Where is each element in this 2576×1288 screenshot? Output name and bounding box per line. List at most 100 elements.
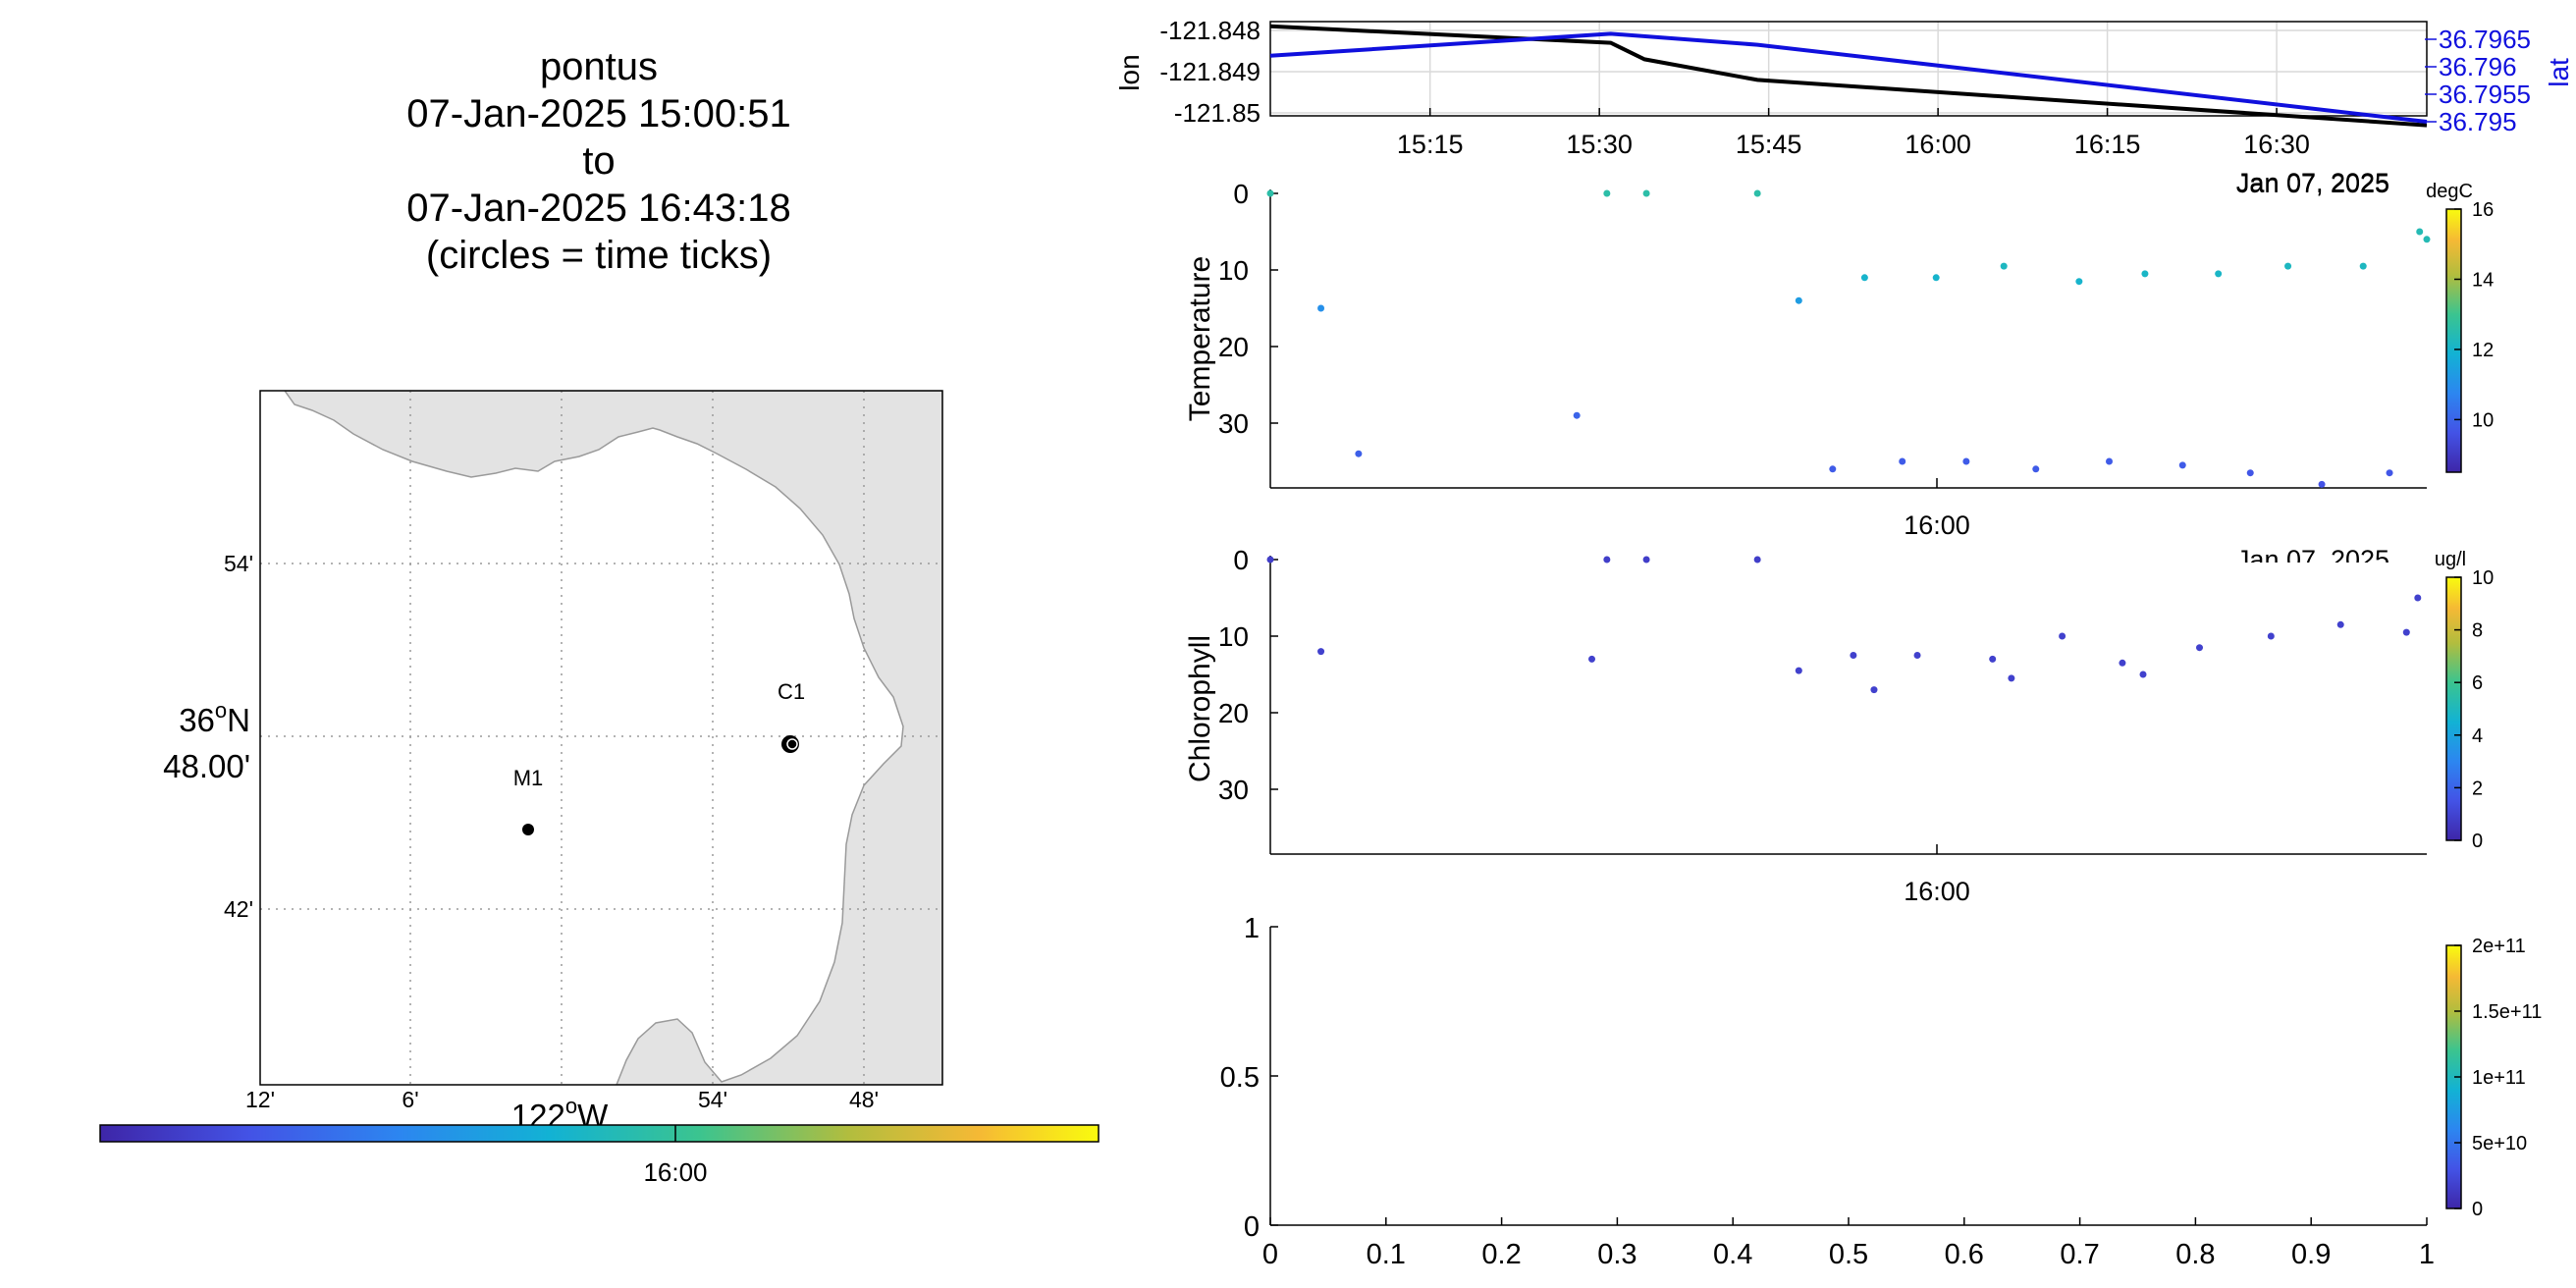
chlorophyll-data-point <box>2402 628 2410 636</box>
land-mass <box>284 391 942 1085</box>
temperature-data-point <box>1355 450 1363 457</box>
temperature-data-point <box>2215 270 2223 278</box>
chlorophyll-y-tick-label: 0 <box>1233 545 1249 575</box>
temperature-data-point <box>2423 236 2431 243</box>
temperature-data-point <box>2032 465 2040 473</box>
chlorophyll-data-point <box>1870 686 1878 694</box>
chlorophyll-data-point <box>2414 594 2422 602</box>
chlorophyll-x-tick-label: 16:00 <box>1904 877 1970 906</box>
chlorophyll-colorbar-tick-label: 10 <box>2472 567 2494 589</box>
lon-tick-label: -121.848 <box>1159 16 1261 45</box>
plot-title: pontus 07-Jan-2025 15:00:51 to 07-Jan-20… <box>167 43 1031 279</box>
temperature-data-point <box>1860 274 1868 282</box>
empty-colorbar-tick-label: 0 <box>2472 1199 2483 1220</box>
chlorophyll-colorbar-tick-label: 4 <box>2472 725 2483 747</box>
map-border <box>259 390 943 1086</box>
title-line: to <box>582 139 616 183</box>
chlorophyll-data-point <box>1317 648 1325 656</box>
map-grid <box>260 391 942 1085</box>
title-line: 07-Jan-2025 16:43:18 <box>406 187 791 230</box>
temperature-colorbar-tick-label: 10 <box>2472 409 2494 431</box>
temperature-colorbar-tick-label: 16 <box>2472 199 2494 221</box>
chlorophyll-colorbar-tick-label: 6 <box>2472 672 2483 694</box>
empty-colorbar-tick-label: 2e+11 <box>2472 936 2526 957</box>
temperature-y-tick-label: 0 <box>1233 179 1249 209</box>
empty-x-tick-label: 0.7 <box>2060 1239 2099 1270</box>
empty-x-tick-label: 0.8 <box>2175 1239 2215 1270</box>
lonlat-panel: lon lat 15:15 15:30 15:45 16:00 16:15 16:30 -1… <box>1114 16 2574 198</box>
track-time-tick-circle <box>786 738 798 750</box>
temperature-data-point <box>1317 304 1325 312</box>
empty-y-tick-label: 0 <box>1244 1211 1260 1243</box>
lat-axis-label: lat <box>2544 58 2574 87</box>
temperature-data-point <box>1603 189 1611 197</box>
chlorophyll-data-point <box>2336 620 2344 628</box>
chlorophyll-data-point <box>1913 652 1921 659</box>
temperature-data-point <box>1795 296 1802 304</box>
chlorophyll-data-point <box>2196 644 2204 652</box>
chlorophyll-colorbar <box>2445 576 2462 841</box>
station-marker-m1 <box>522 824 534 835</box>
temperature-y-label: Temperature <box>1184 256 1216 421</box>
chlorophyll-data-point <box>1989 655 1997 663</box>
temperature-y-tick-label: 10 <box>1218 255 1249 286</box>
lon-tick-label: 6' <box>402 1087 418 1112</box>
title-line: pontus <box>539 45 659 88</box>
temperature-data-point <box>2284 262 2292 270</box>
empty-colorbar-tick-label: 1e+11 <box>2472 1067 2526 1089</box>
chlorophyll-data-point <box>1266 556 1274 564</box>
temperature-data-point <box>2000 262 2008 270</box>
station-label-m1: M1 <box>513 766 544 790</box>
temperature-data-point <box>1266 189 1274 197</box>
lon-tick-label: -121.85 <box>1174 98 1261 128</box>
chlorophyll-data-point <box>2267 632 2275 640</box>
lat-tick-label: 36.7965 <box>2439 25 2531 54</box>
title-line: (circles = time ticks) <box>425 234 773 277</box>
chlorophyll-y-tick-label: 20 <box>1218 698 1249 728</box>
empty-x-tick-label: 0 <box>1262 1239 1278 1270</box>
temperature-colorbar-unit: degC <box>2426 181 2473 202</box>
empty-panel: 0 0.1 0.2 0.3 0.4 0.5 0.6 0.7 0.8 0.9 1 0 0.5 1 2e+11… <box>1220 913 2543 1270</box>
chlorophyll-data-point <box>2119 659 2126 667</box>
empty-y-tick-label: 0.5 <box>1220 1062 1260 1094</box>
empty-y-tick-label: 1 <box>1244 913 1260 944</box>
temperature-data-point <box>2106 457 2114 465</box>
empty-x-tick-label: 0.4 <box>1713 1239 1752 1270</box>
lonlat-frame <box>1269 21 2428 117</box>
lat-tick-label: 42' <box>224 896 253 922</box>
empty-x-tick-label: 0.3 <box>1597 1239 1637 1270</box>
temperature-date-label: Jan 07, 2025 <box>2236 168 2389 197</box>
series-line-lon <box>1269 24 2428 128</box>
temperature-colorbar-tick-label: 12 <box>2472 340 2494 361</box>
temperature-colorbar-tick-label: 14 <box>2472 269 2494 291</box>
temperature-y-tick-label: 30 <box>1218 408 1249 439</box>
chlorophyll-y-label: Chlorophyll <box>1184 635 1216 782</box>
lon-tick-label: 48' <box>849 1087 879 1112</box>
chlorophyll-colorbar-tick-label: 8 <box>2472 620 2483 642</box>
empty-x-tick-label: 0.2 <box>1481 1239 1521 1270</box>
temperature-y-tick-label: 20 <box>1218 332 1249 362</box>
lonlat-date-label: Jan 07, 2025 <box>2236 169 2389 198</box>
temperature-data-point <box>2246 469 2254 477</box>
lon-tick-label: 54' <box>698 1087 727 1112</box>
temperature-data-point <box>1753 189 1761 197</box>
empty-colorbar-tick-label: 1.5e+11 <box>2472 1001 2542 1023</box>
time-colorbar <box>99 1124 1100 1143</box>
chlorophyll-colorbar-tick-label: 2 <box>2472 778 2483 799</box>
empty-x-tick-label: 0.1 <box>1367 1239 1406 1270</box>
empty-x-tick-label: 0.5 <box>1829 1239 1868 1270</box>
lat-tick-label: 48.00' <box>163 748 250 784</box>
chlorophyll-data-point <box>1753 556 1761 564</box>
lonlat-x-tick-label: 16:30 <box>2243 130 2310 159</box>
empty-x-tick-label: 0.6 <box>1945 1239 1984 1270</box>
chlorophyll-data-point <box>1642 556 1650 564</box>
chlorophyll-data-point <box>2059 632 2066 640</box>
empty-colorbar-tick-label: 5e+10 <box>2472 1133 2527 1154</box>
lon-axis-label: lon <box>1114 54 1145 90</box>
map-panel: 54' 36oN 48.00' 42' 12' 6' 122oW 54' 48'… <box>99 390 1100 1187</box>
empty-x-tick-label: 1 <box>2419 1239 2435 1270</box>
temperature-data-point <box>1829 465 1837 473</box>
temperature-data-point <box>1932 274 1940 282</box>
